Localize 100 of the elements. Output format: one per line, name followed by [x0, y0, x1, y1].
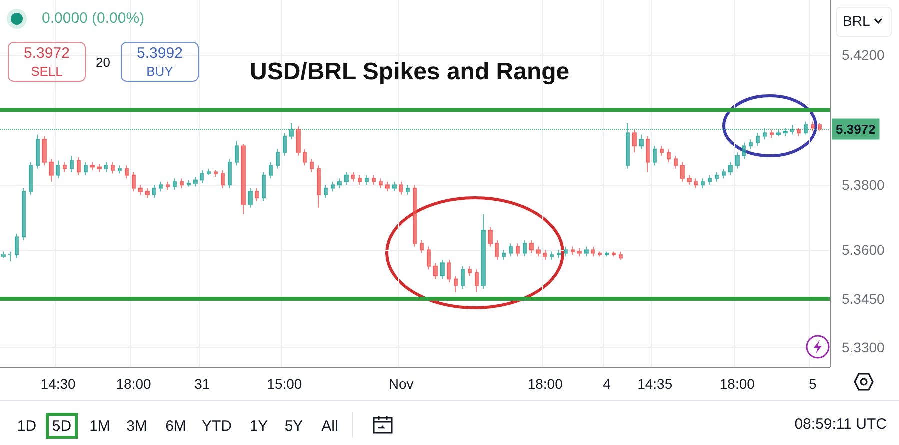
candlestick — [372, 174, 376, 186]
candlestick — [406, 184, 410, 196]
candlestick — [776, 129, 781, 137]
candlestick — [660, 146, 664, 156]
candlestick — [770, 129, 774, 139]
candlestick — [296, 126, 301, 156]
annotation: 0.0000 (0.00%) — [42, 10, 145, 27]
candlestick — [49, 158, 54, 182]
x-tick-label: 5 — [808, 376, 817, 392]
y-tick-label: 5.3600 — [842, 242, 886, 258]
candlestick — [214, 170, 218, 178]
candlestick — [667, 148, 671, 163]
text: 1M — [88, 416, 112, 436]
candlestick — [180, 178, 184, 189]
candlestick — [468, 266, 472, 277]
candlestick — [523, 240, 527, 258]
candlestick — [447, 259, 451, 284]
candlestick — [283, 132, 287, 156]
candlestick — [145, 188, 150, 199]
candlestick — [344, 172, 349, 186]
candlestick — [708, 174, 712, 186]
candlestick — [173, 178, 177, 190]
candlestick — [187, 180, 191, 188]
x-tick-label: 31 — [194, 376, 210, 392]
candlestick — [756, 132, 760, 147]
text: 08:59:11 UTC — [794, 416, 887, 433]
candlestick — [104, 162, 108, 173]
x-tick-label: 18:00 — [528, 376, 564, 392]
candlestick — [56, 160, 60, 180]
y-tick-label: 5.4200 — [842, 47, 886, 64]
candlestick — [324, 184, 328, 199]
candlestick — [646, 136, 650, 173]
candlestick — [207, 168, 211, 176]
x-tick-label: 18:00 — [116, 376, 152, 392]
candlestick — [289, 122, 294, 140]
candlestick — [639, 134, 644, 150]
candlestick — [241, 144, 246, 215]
candlestick — [111, 162, 115, 174]
candlestick — [509, 243, 513, 258]
candlestick — [427, 246, 431, 270]
y-tick-label: 5.3450 — [842, 290, 886, 307]
candlestick — [70, 155, 74, 173]
x-tick-label: 4 — [603, 376, 612, 392]
candlestick — [749, 139, 753, 150]
candlestick — [138, 184, 143, 196]
candlestick — [481, 214, 486, 290]
candlestick — [735, 152, 740, 170]
candlestick — [687, 174, 692, 186]
candlestick — [1, 251, 6, 259]
candlestick — [317, 165, 321, 208]
candlestick — [564, 246, 568, 258]
candlestick — [694, 178, 698, 189]
candlestick — [42, 136, 47, 166]
candlestick — [529, 240, 534, 254]
text: 6M — [164, 416, 188, 436]
x-tick-label: Nov — [388, 376, 414, 392]
candlestick — [577, 248, 582, 258]
candlestick — [722, 168, 726, 180]
x-tick-label: 14:35 — [638, 376, 673, 392]
candlestick — [248, 188, 253, 208]
candlestick — [420, 240, 424, 254]
candlestick — [152, 184, 156, 199]
candlestick — [84, 162, 88, 176]
candlestick — [653, 146, 657, 166]
candlestick — [193, 176, 198, 188]
candlestick — [166, 181, 170, 190]
candlestick — [783, 128, 788, 137]
text: 1Y — [248, 416, 270, 436]
x-tick-label: 15:00 — [267, 376, 302, 392]
candlestick — [680, 162, 685, 182]
candlestick — [536, 246, 541, 258]
y-tick-label: 5.3800 — [842, 177, 886, 194]
candlestick — [118, 165, 122, 174]
text: All — [320, 416, 340, 436]
ref-line-label: 5.3972 — [836, 122, 876, 137]
candlestick — [221, 170, 225, 189]
candlestick — [626, 122, 630, 170]
candlestick — [413, 184, 417, 248]
candlestick — [543, 250, 547, 260]
annotation: 5.3992 — [136, 45, 184, 62]
candlestick — [22, 188, 26, 241]
text: 3M — [126, 416, 148, 436]
candlestick — [605, 251, 609, 258]
candlestick — [632, 129, 637, 154]
candlestick — [495, 240, 499, 260]
candlestick — [269, 162, 273, 180]
candlestick — [715, 172, 719, 182]
candlestick — [36, 134, 40, 170]
candlestick — [63, 162, 67, 173]
text: 5Y — [284, 416, 304, 436]
candlestick — [77, 157, 81, 176]
candlestick — [15, 233, 19, 259]
text: 5D — [46, 413, 78, 439]
candlestick — [461, 266, 465, 290]
candlestick — [125, 165, 129, 180]
candlestick — [502, 250, 506, 260]
candlestick — [358, 174, 362, 186]
candlestick — [392, 181, 397, 192]
y-tick-label: 5.3300 — [842, 340, 886, 356]
candlestick — [557, 250, 561, 259]
